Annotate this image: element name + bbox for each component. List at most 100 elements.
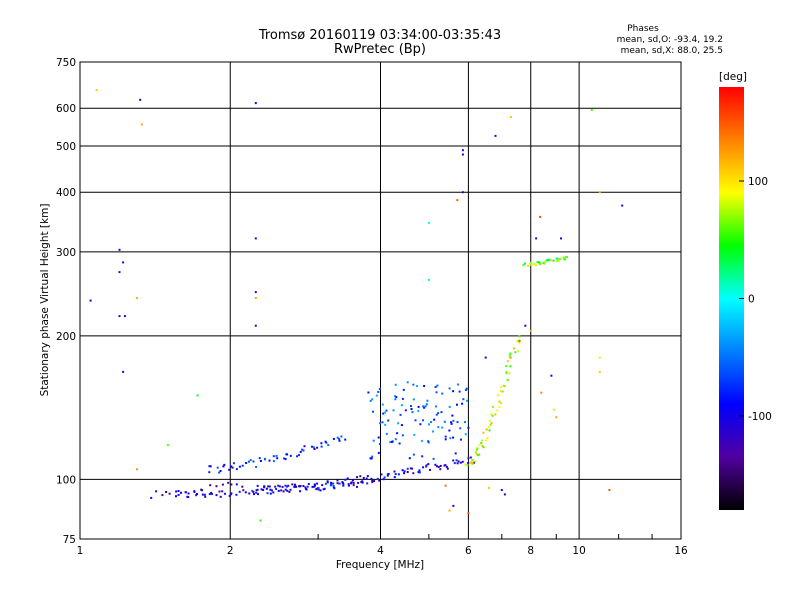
trace-point bbox=[509, 365, 512, 368]
echo-point bbox=[140, 123, 143, 126]
trace-point bbox=[538, 261, 541, 264]
trace-point bbox=[481, 439, 484, 442]
trace-point bbox=[296, 455, 298, 458]
echo-point bbox=[509, 116, 512, 118]
trace-point bbox=[270, 489, 273, 492]
trace-point bbox=[565, 255, 568, 258]
trace-point bbox=[320, 445, 323, 448]
trace-point bbox=[543, 260, 546, 263]
x-axis-label: Frequency [MHz] bbox=[336, 559, 424, 571]
trace-point bbox=[369, 457, 372, 460]
echo-point bbox=[427, 278, 430, 281]
x-tick-label-10: 10 bbox=[572, 545, 585, 557]
trace-point bbox=[386, 473, 389, 476]
trace-point bbox=[203, 493, 206, 496]
trace-point bbox=[547, 259, 550, 261]
trace-point bbox=[382, 412, 385, 415]
trace-point bbox=[408, 457, 411, 460]
trace-point bbox=[362, 476, 365, 479]
trace-point bbox=[241, 464, 244, 467]
trace-point bbox=[260, 488, 263, 491]
trace-point bbox=[208, 493, 211, 496]
trace-point bbox=[485, 428, 488, 431]
trace-point bbox=[228, 468, 231, 471]
trace-point bbox=[299, 450, 302, 453]
trace-point bbox=[332, 437, 335, 440]
echo-point bbox=[484, 356, 487, 359]
trace-point bbox=[435, 405, 437, 408]
echo-point bbox=[444, 484, 447, 487]
trace-point bbox=[392, 409, 395, 412]
trace-point bbox=[491, 414, 494, 417]
y-tick-label-750: 750 bbox=[56, 57, 76, 69]
trace-point bbox=[286, 489, 289, 492]
trace-point bbox=[459, 427, 462, 430]
y-tick-label-200: 200 bbox=[56, 331, 76, 343]
trace-point bbox=[486, 437, 489, 440]
trace-point bbox=[229, 493, 232, 496]
trace-point bbox=[193, 491, 196, 493]
trace-point bbox=[535, 264, 538, 267]
trace-point bbox=[219, 470, 222, 472]
trace-point bbox=[284, 458, 287, 461]
trace-point bbox=[437, 466, 440, 468]
trace-point bbox=[469, 461, 472, 464]
trace-point bbox=[313, 448, 316, 450]
trace-point bbox=[251, 489, 254, 492]
trace-point bbox=[357, 481, 360, 484]
trace-point bbox=[469, 456, 472, 459]
trace-point bbox=[319, 489, 322, 492]
x-tick-label-1: 1 bbox=[77, 545, 84, 557]
plot-grid bbox=[80, 62, 681, 539]
trace-point bbox=[410, 408, 413, 410]
echo-point bbox=[254, 237, 257, 240]
colorbar-label: [deg] bbox=[719, 71, 747, 83]
trace-point bbox=[514, 351, 517, 354]
trace-point bbox=[332, 486, 335, 489]
trace-point bbox=[323, 487, 326, 490]
trace-point bbox=[262, 489, 265, 491]
trace-point bbox=[352, 484, 355, 487]
trace-point bbox=[221, 490, 224, 493]
trace-point bbox=[398, 442, 401, 445]
trace-point bbox=[435, 391, 438, 394]
trace-point bbox=[312, 446, 315, 449]
trace-point bbox=[549, 259, 552, 262]
trace-point bbox=[464, 421, 466, 424]
trace-point bbox=[465, 387, 468, 390]
trace-point bbox=[371, 481, 374, 484]
trace-point bbox=[434, 386, 437, 388]
trace-point bbox=[557, 260, 560, 263]
trace-point bbox=[275, 488, 278, 490]
echo-point bbox=[494, 134, 497, 137]
trace-point bbox=[350, 481, 353, 484]
trace-point bbox=[375, 394, 378, 397]
echo-point bbox=[518, 340, 521, 343]
trace-point bbox=[524, 262, 526, 265]
trace-point bbox=[464, 433, 467, 436]
trace-point bbox=[223, 463, 226, 466]
trace-point bbox=[244, 491, 247, 494]
trace-point bbox=[315, 488, 318, 491]
echo-point bbox=[539, 215, 541, 218]
trace-point bbox=[381, 421, 384, 424]
trace-point bbox=[389, 441, 392, 444]
echo-point bbox=[254, 324, 257, 327]
trace-point bbox=[413, 433, 416, 436]
trace-point bbox=[503, 385, 506, 388]
trace-point bbox=[227, 481, 230, 484]
trace-point bbox=[332, 482, 335, 485]
echo-point bbox=[540, 391, 543, 394]
trace-point bbox=[230, 465, 233, 468]
trace-point bbox=[371, 398, 374, 401]
trace-point bbox=[422, 419, 424, 422]
echo-point bbox=[500, 489, 503, 491]
trace-point bbox=[264, 457, 267, 460]
trace-point bbox=[305, 488, 307, 490]
echo-point bbox=[529, 329, 532, 332]
trace-point bbox=[382, 478, 385, 481]
trace-point bbox=[552, 259, 555, 262]
trace-point bbox=[218, 471, 221, 474]
trace-point bbox=[452, 459, 455, 462]
trace-point bbox=[401, 397, 404, 400]
